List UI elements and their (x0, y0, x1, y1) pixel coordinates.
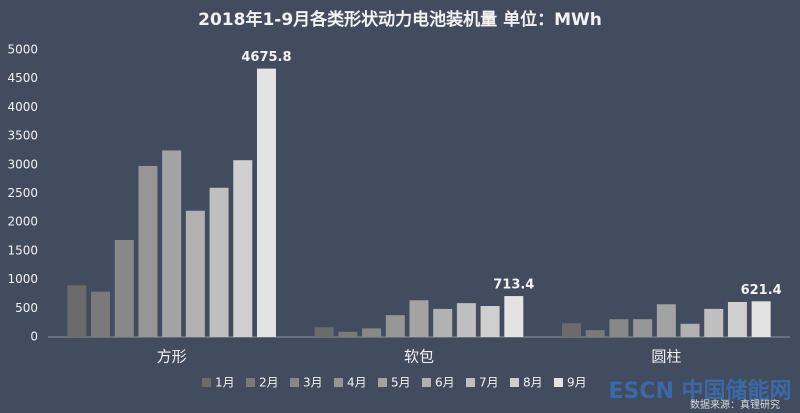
legend-label: 1月 (215, 376, 235, 390)
bar (162, 150, 182, 337)
y-tick-label: 0 (30, 330, 38, 344)
bar (362, 328, 382, 337)
legend-swatch (334, 378, 343, 387)
y-tick-label: 500 (15, 301, 38, 315)
bar (456, 303, 476, 337)
bar (609, 319, 629, 337)
bar (114, 239, 134, 337)
bar (562, 323, 582, 337)
legend-label: 8月 (523, 376, 543, 390)
x-tick-label: 软包 (404, 348, 434, 366)
bar (727, 301, 747, 337)
bar (209, 187, 229, 337)
bar (314, 327, 334, 337)
legend-swatch (510, 378, 519, 387)
legend-swatch (290, 378, 299, 387)
y-tick-label: 3000 (7, 157, 38, 171)
bar (680, 323, 700, 337)
legend-swatch (378, 378, 387, 387)
legend-label: 4月 (347, 376, 367, 390)
bar (585, 330, 605, 337)
bar (433, 308, 453, 337)
legend-swatch (554, 378, 563, 387)
legend-label: 6月 (435, 376, 455, 390)
legend-label: 9月 (567, 376, 587, 390)
legend-swatch (466, 378, 475, 387)
chart-title: 2018年1-9月各类形状动力电池装机量 单位：MWh (198, 9, 602, 30)
bar (67, 285, 87, 337)
y-tick-label: 2500 (7, 186, 38, 200)
source: 数据来源：真锂研究 (690, 398, 780, 411)
bar (409, 300, 429, 337)
legend-swatch (246, 378, 255, 387)
y-tick-label: 1000 (7, 272, 38, 286)
data-label: 4675.8 (241, 50, 291, 65)
watermark: ESCN 中国储能网 (608, 378, 791, 404)
bar (751, 301, 771, 337)
y-tick-label: 5000 (7, 43, 38, 57)
bar (385, 315, 405, 337)
bar (256, 68, 276, 338)
bar (138, 165, 158, 337)
bar (233, 160, 253, 337)
y-tick-label: 4000 (7, 100, 38, 114)
y-tick-label: 3500 (7, 129, 38, 143)
legend-label: 5月 (391, 376, 411, 390)
legend-swatch (422, 378, 431, 387)
bar (185, 210, 205, 337)
y-tick-label: 4500 (7, 71, 38, 85)
y-tick-label: 1500 (7, 243, 38, 257)
bar (704, 308, 724, 337)
data-label: 621.4 (741, 283, 782, 298)
y-tick-label: 2000 (7, 215, 38, 229)
x-tick-label: 圆柱 (651, 348, 681, 366)
x-tick-label: 方形 (157, 348, 187, 366)
bar (91, 291, 111, 337)
legend-label: 7月 (479, 376, 499, 390)
data-label: 713.4 (493, 278, 534, 293)
legend-label: 2月 (259, 376, 279, 390)
bar (633, 319, 653, 337)
legend-swatch (202, 378, 211, 387)
bar (480, 306, 500, 337)
bar (338, 331, 358, 337)
bar (504, 296, 524, 337)
bar (656, 304, 676, 337)
legend-label: 3月 (303, 376, 323, 390)
